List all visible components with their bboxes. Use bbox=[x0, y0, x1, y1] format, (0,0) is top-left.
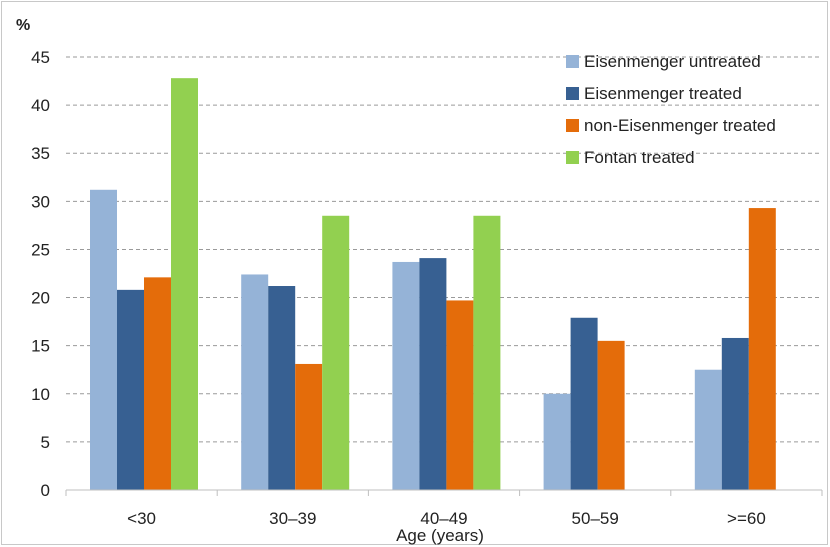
y-tick-label: 20 bbox=[31, 289, 50, 308]
bar bbox=[295, 363, 323, 490]
bar bbox=[597, 340, 625, 490]
bar bbox=[570, 317, 598, 490]
legend-swatch bbox=[566, 87, 579, 100]
bar bbox=[473, 215, 501, 490]
legend-label: Eisenmenger untreated bbox=[584, 52, 761, 71]
legend: Eisenmenger untreated Eisenmenger treated… bbox=[566, 52, 776, 167]
x-tick-label: 30–39 bbox=[269, 509, 316, 528]
bar bbox=[694, 369, 722, 490]
x-tick-label: 40–49 bbox=[420, 509, 467, 528]
bar bbox=[90, 189, 117, 490]
bars bbox=[90, 78, 776, 491]
bar bbox=[241, 274, 269, 490]
legend-label: non-Eisenmenger treated bbox=[584, 116, 776, 135]
bar bbox=[322, 215, 350, 490]
y-tick-labels: 0 5 10 15 20 25 30 35 40 45 bbox=[31, 48, 50, 500]
bar bbox=[268, 286, 296, 490]
x-tick-labels: <30 30–39 40–49 50–59 >=60 bbox=[127, 509, 766, 528]
bar bbox=[117, 289, 144, 490]
legend-swatch bbox=[566, 151, 579, 164]
bar bbox=[748, 208, 776, 490]
bar bbox=[144, 277, 171, 490]
bar bbox=[392, 261, 420, 490]
bar bbox=[543, 393, 571, 490]
bar bbox=[171, 78, 198, 491]
legend-swatch bbox=[566, 119, 579, 132]
x-tick-label: 50–59 bbox=[572, 509, 619, 528]
bar bbox=[446, 300, 474, 490]
y-tick-label: 5 bbox=[41, 433, 50, 452]
bar bbox=[419, 258, 447, 490]
x-axis-title: Age (years) bbox=[396, 526, 484, 545]
y-axis-unit: % bbox=[16, 17, 30, 34]
y-tick-label: 0 bbox=[41, 481, 50, 500]
y-tick-label: 45 bbox=[31, 48, 50, 67]
legend-swatch bbox=[566, 55, 579, 68]
y-tick-label: 15 bbox=[31, 337, 50, 356]
y-tick-label: 25 bbox=[31, 240, 50, 259]
legend-label: Eisenmenger treated bbox=[584, 84, 742, 103]
x-tick-label: >=60 bbox=[727, 509, 766, 528]
y-tick-label: 35 bbox=[31, 144, 50, 163]
x-tick-label: <30 bbox=[127, 509, 156, 528]
bar bbox=[721, 337, 749, 490]
y-tick-label: 40 bbox=[31, 96, 50, 115]
y-tick-label: 30 bbox=[31, 192, 50, 211]
y-tick-label: 10 bbox=[31, 385, 50, 404]
legend-label: Fontan treated bbox=[584, 148, 695, 167]
